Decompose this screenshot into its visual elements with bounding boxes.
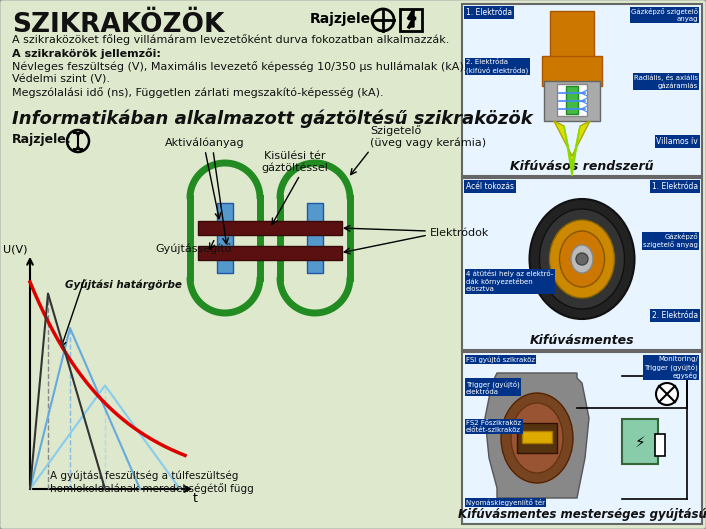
Text: 1. Elektróda: 1. Elektróda xyxy=(652,182,698,191)
Text: Aktiválóanyag: Aktiválóanyag xyxy=(165,138,245,148)
Bar xyxy=(198,246,342,260)
Bar xyxy=(550,11,594,66)
Bar xyxy=(544,81,600,121)
Text: t: t xyxy=(193,492,198,505)
Text: Monitoring/
Trigger (gyújtó)
egység: Monitoring/ Trigger (gyújtó) egység xyxy=(645,356,698,379)
Text: Védelmi szint (V).: Védelmi szint (V). xyxy=(12,74,110,84)
Bar xyxy=(542,56,602,86)
Ellipse shape xyxy=(511,403,563,473)
Bar xyxy=(522,431,552,443)
Polygon shape xyxy=(554,121,590,166)
Bar xyxy=(462,4,702,176)
Text: 4 átütési hely az elektró-
dák környezetében
elosztva: 4 átütési hely az elektró- dák környezet… xyxy=(466,270,554,292)
Ellipse shape xyxy=(559,231,604,287)
Bar xyxy=(655,434,665,456)
Text: 1. Elektróda: 1. Elektróda xyxy=(466,8,512,17)
Text: Villamos ív: Villamos ív xyxy=(657,137,698,146)
Text: Névleges feszültség (V), Maximális levezető képesség 10/350 µs hullámalak (kA),: Névleges feszültség (V), Maximális levez… xyxy=(12,61,467,72)
Bar xyxy=(622,419,658,464)
Text: Kisülési tér
gáztöltéssel: Kisülési tér gáztöltéssel xyxy=(261,151,328,173)
Text: A szikrakörök jellemzői:: A szikrakörök jellemzői: xyxy=(12,48,161,59)
Ellipse shape xyxy=(501,393,573,483)
Bar xyxy=(557,84,587,116)
Ellipse shape xyxy=(539,209,625,309)
Text: 2. Elektróda: 2. Elektróda xyxy=(652,311,698,320)
Text: Acél tokozás: Acél tokozás xyxy=(466,182,514,191)
Bar xyxy=(217,203,233,273)
Polygon shape xyxy=(409,11,414,27)
Circle shape xyxy=(656,383,678,405)
Bar xyxy=(566,86,578,114)
Text: Kifúvásmentes mesterséges gyújtású: Kifúvásmentes mesterséges gyújtású xyxy=(457,508,706,521)
Text: Rajzjele:: Rajzjele: xyxy=(12,133,72,146)
Text: A gyújtási feszültség a túlfeszültség
homlokoldalának meredekségétől függ: A gyújtási feszültség a túlfeszültség ho… xyxy=(50,471,253,494)
Text: Trigger (gyújtó)
elektróda: Trigger (gyújtó) elektróda xyxy=(466,380,520,395)
Text: Gyújtássegítő: Gyújtássegítő xyxy=(155,243,232,254)
Bar xyxy=(462,178,702,350)
Text: ⚡: ⚡ xyxy=(635,434,645,450)
Text: U(V): U(V) xyxy=(4,244,28,254)
Circle shape xyxy=(576,253,588,265)
Ellipse shape xyxy=(571,245,593,273)
Polygon shape xyxy=(564,126,580,176)
Text: Kifúvásmentes: Kifúvásmentes xyxy=(530,334,634,347)
Bar xyxy=(517,423,557,453)
Bar xyxy=(198,221,342,235)
Text: Informatikában alkalmazott gáztöltésű szikraközök: Informatikában alkalmazott gáztöltésű sz… xyxy=(12,109,533,127)
Ellipse shape xyxy=(549,220,614,298)
Bar xyxy=(307,203,323,273)
Text: 2. Elektróda
(kifúvó elektróda): 2. Elektróda (kifúvó elektróda) xyxy=(466,59,528,74)
Text: A szikraközöket főleg villámáram levezetőként durva fokozatban alkalmazzák.: A szikraközöket főleg villámáram levezet… xyxy=(12,34,450,45)
Text: Gázképző
szigetelő anyag: Gázképző szigetelő anyag xyxy=(643,233,698,248)
Text: FSI gyújtó szikraköz: FSI gyújtó szikraköz xyxy=(466,356,535,363)
Text: Radiális, és axiális
gázáramlás: Radiális, és axiális gázáramlás xyxy=(634,74,698,88)
Text: FS2 Főszikraköz
előtét-szikraköz: FS2 Főszikraköz előtét-szikraköz xyxy=(466,420,521,433)
Text: Gázképző szigetelő
anyag: Gázképző szigetelő anyag xyxy=(631,8,698,22)
Text: Szigetelő
(üveg vagy kerámia): Szigetelő (üveg vagy kerámia) xyxy=(370,125,486,148)
Text: Gyújtási határgörbe: Gyújtási határgörbe xyxy=(65,279,182,289)
Bar xyxy=(400,9,422,31)
Text: Rajzjele:: Rajzjele: xyxy=(310,12,376,26)
Text: Elektródok: Elektródok xyxy=(430,228,489,238)
Text: Nyomáskiegyenlítő tér: Nyomáskiegyenlítő tér xyxy=(466,499,545,506)
Polygon shape xyxy=(485,373,589,498)
Bar xyxy=(462,352,702,524)
Text: Kifúvásos rendszerű: Kifúvásos rendszerű xyxy=(510,160,654,173)
Ellipse shape xyxy=(530,199,635,319)
Text: SZIKRAKÖZÖK: SZIKRAKÖZÖK xyxy=(12,12,225,38)
Text: Megszólalási idő (ns), Független zárlati megszakító-képesség (kA).: Megszólalási idő (ns), Független zárlati… xyxy=(12,87,383,98)
